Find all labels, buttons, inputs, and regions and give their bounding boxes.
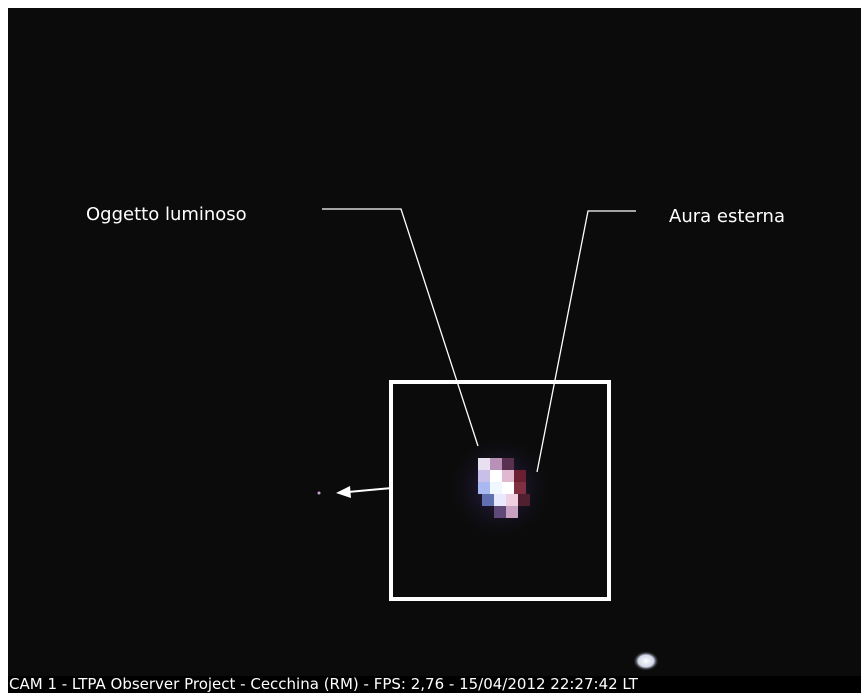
object-label: Oggetto luminoso [86,204,247,225]
moon [633,651,659,671]
camera-caption: CAM 1 - LTPA Observer Project - Cecchina… [9,675,639,693]
night-sky [8,8,861,693]
camera-frame: Oggetto luminoso Aura esterna CAM 1 - LT… [0,0,861,693]
aura-label: Aura esterna [669,206,785,227]
small-light [318,492,321,495]
page: Oggetto luminoso Aura esterna CAM 1 - LT… [0,0,861,693]
bright-object [445,433,555,543]
